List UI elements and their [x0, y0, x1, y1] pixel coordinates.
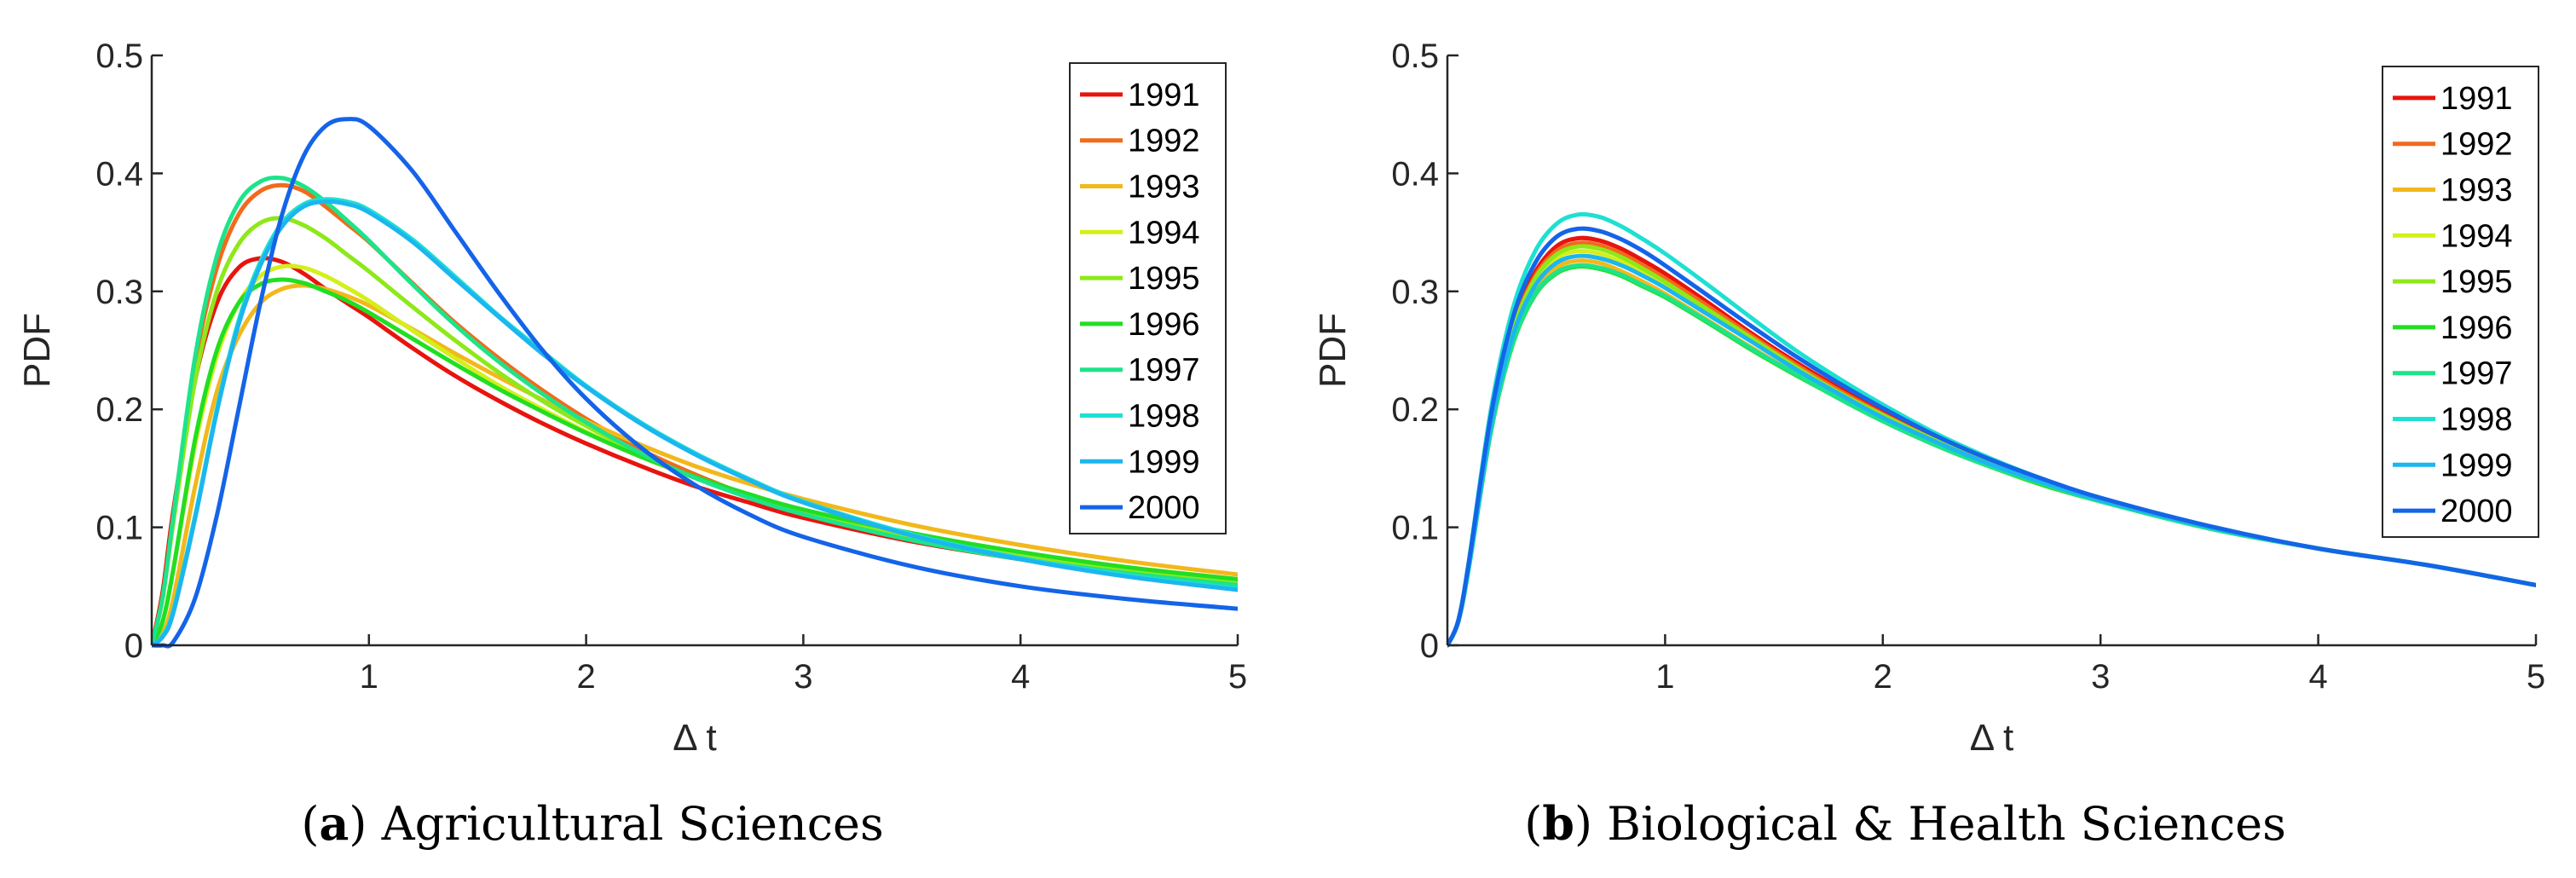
y-tick-label: 0.5 [95, 38, 143, 75]
legend-label-1995: 1995 [1128, 261, 1200, 297]
series-line-1997 [1447, 263, 2536, 648]
y-tick-label: 0.3 [95, 274, 143, 311]
y-tick-label: 0 [1420, 627, 1439, 665]
series-line-1995 [1447, 244, 2536, 648]
series-lines [152, 117, 1238, 649]
y-axis-title: PDF [1312, 313, 1354, 388]
series-line-1996 [1447, 263, 2536, 648]
x-tick-label: 1 [1655, 658, 1674, 696]
series-line-1999 [152, 199, 1238, 648]
x-tick-label: 3 [2091, 658, 2110, 696]
series-line-1991 [1447, 235, 2536, 648]
legend-label-1992: 1992 [2440, 127, 2513, 163]
legend-label-1996: 1996 [1128, 307, 1200, 343]
legend-label-1999: 1999 [1128, 444, 1200, 480]
caption-b-letter: b [1542, 796, 1574, 851]
y-tick-label: 0.5 [1391, 38, 1439, 75]
series-line-1993 [152, 283, 1238, 648]
series-line-1999 [1447, 253, 2536, 648]
series-line-2000 [152, 117, 1238, 649]
series-line-1993 [1447, 258, 2536, 648]
y-tick-label: 0.4 [1391, 155, 1439, 193]
series-lines [1447, 211, 2536, 648]
y-tick-label: 0.1 [95, 510, 143, 547]
legend-label-2000: 2000 [2440, 494, 2513, 529]
caption-a-letter: a [319, 796, 349, 851]
caption-a: (a) Agricultural Sciences [301, 796, 883, 851]
series-line-1994 [1447, 248, 2536, 648]
y-axis-title: PDF [16, 313, 58, 388]
legend-label-1991: 1991 [1128, 78, 1200, 113]
y-tick-label: 0.4 [95, 155, 143, 193]
legend-label-2000: 2000 [1128, 490, 1200, 526]
series-line-2000 [1447, 226, 2536, 648]
y-tick-label: 0.2 [95, 391, 143, 429]
series-line-1998 [1447, 211, 2536, 648]
legend-label-1993: 1993 [2440, 173, 2513, 209]
legend-label-1991: 1991 [2440, 81, 2513, 117]
legend-label-1994: 1994 [1128, 215, 1200, 251]
series-line-1997 [152, 175, 1238, 648]
legend-label-1995: 1995 [2440, 264, 2513, 300]
caption-a-text: Agricultural Sciences [367, 797, 883, 851]
series-line-1992 [1447, 240, 2536, 648]
x-tick-label: 3 [794, 658, 812, 696]
legend-label-1997: 1997 [2440, 356, 2513, 392]
y-tick-label: 0.3 [1391, 274, 1439, 311]
legend-label-1994: 1994 [2440, 218, 2513, 254]
x-axis-title: Δ t [673, 717, 716, 759]
legend-label-1997: 1997 [1128, 353, 1200, 389]
legend: 1991 1992 1993 1994 1995 1996 1997 1998 1999 2000 [2382, 66, 2539, 538]
legend-label-1992: 1992 [1128, 124, 1200, 159]
x-tick-label: 5 [2527, 658, 2545, 696]
legend: 1991 1992 1993 1994 1995 1996 1997 1998 1999 2000 [1069, 62, 1227, 534]
legend-label-1998: 1998 [1128, 399, 1200, 435]
x-tick-label: 4 [1011, 658, 1030, 696]
y-tick-label: 0.2 [1391, 391, 1439, 429]
caption-b: (b) Biological & Health Sciences [1524, 796, 2286, 851]
y-tick-label: 0 [124, 627, 143, 665]
x-tick-label: 4 [2308, 658, 2327, 696]
panel-b-biological-health-sciences: 00.10.20.30.40.51 2 3 4 5Δ tPDF1991199219931… [1312, 38, 2545, 759]
x-tick-label: 5 [1228, 658, 1247, 696]
legend-label-1996: 1996 [2440, 310, 2513, 346]
x-tick-label: 2 [1874, 658, 1892, 696]
legend-label-1999: 1999 [2440, 448, 2513, 483]
y-tick-label: 0.1 [1391, 510, 1439, 547]
x-axis-title: Δ t [1970, 717, 2013, 759]
caption-b-text: Biological & Health Sciences [1592, 797, 2286, 851]
x-tick-label: 1 [360, 658, 378, 696]
legend-label-1993: 1993 [1128, 170, 1200, 205]
x-tick-label: 2 [576, 658, 595, 696]
series-line-1995 [152, 216, 1238, 648]
panel-a-agricultural-sciences: 00.10.20.30.40.51 2 3 4 5Δ tPDF1991199219931… [16, 38, 1247, 759]
legend-label-1998: 1998 [2440, 402, 2513, 438]
